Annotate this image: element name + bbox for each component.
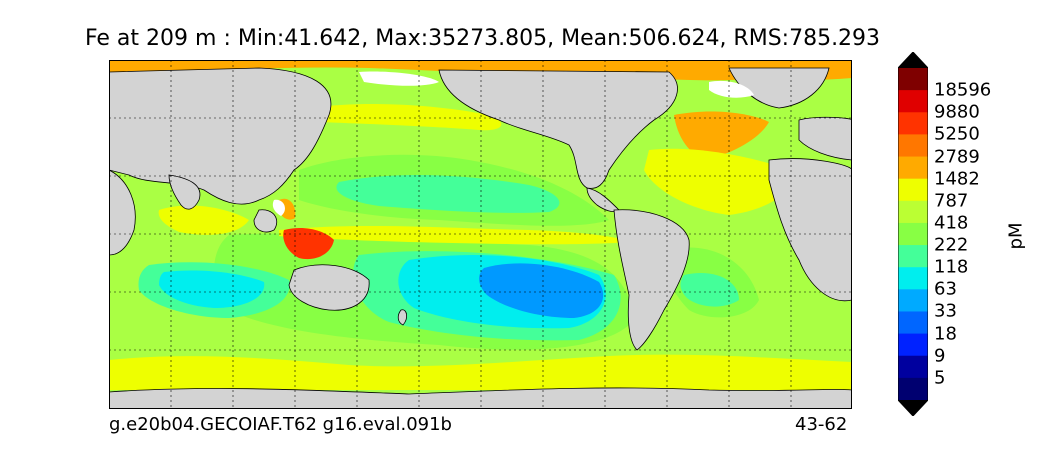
colorbar-segment bbox=[898, 200, 928, 224]
land-australia bbox=[288, 264, 370, 311]
colorbar-segment bbox=[898, 333, 928, 357]
land-maritime-continent bbox=[253, 209, 278, 233]
year-range-label: 43-62 bbox=[795, 414, 848, 435]
colorbar-segment bbox=[898, 90, 928, 113]
colorbar-tick-label: 118 bbox=[934, 256, 969, 278]
colorbar-segment bbox=[898, 68, 928, 91]
colorbar-segment bbox=[898, 134, 928, 158]
colorbar-segment bbox=[898, 222, 928, 246]
contour-band-787-arabian-sea bbox=[158, 205, 249, 235]
map-frame bbox=[109, 60, 852, 409]
colorbar-tick-label: 9 bbox=[934, 345, 946, 367]
colorbar-under-arrow bbox=[898, 400, 928, 416]
colorbar-over-arrow bbox=[898, 52, 928, 68]
land-central-america bbox=[586, 187, 620, 213]
colorbar-tick-label: 18596 bbox=[934, 79, 992, 101]
colorbar-tick-label: 5 bbox=[934, 367, 946, 389]
land-south-america bbox=[613, 209, 690, 351]
colorbar-tick-label: 418 bbox=[934, 212, 969, 234]
colorbar-segment bbox=[898, 377, 928, 401]
colorbar-tick-label: 33 bbox=[934, 300, 957, 322]
contour-band-5250-indonesia bbox=[283, 228, 334, 260]
colorbar-unit-label: pM bbox=[1005, 222, 1027, 250]
colorbar-tick-label: 787 bbox=[934, 190, 969, 212]
colorbar-tick-label: 18 bbox=[934, 323, 957, 345]
contour-band-118-south-atlantic bbox=[680, 272, 739, 307]
map-title: Fe at 209 m : Min:41.642, Max:35273.805,… bbox=[84, 26, 881, 51]
colorbar-segment bbox=[898, 267, 928, 290]
colorbar-segment bbox=[898, 311, 928, 335]
land-europe bbox=[798, 116, 852, 161]
contour-band-33-south-pacific-gyre bbox=[479, 263, 604, 318]
land-africa-east bbox=[768, 158, 852, 302]
contour-band-787-equatorial bbox=[279, 225, 629, 245]
colorbar-segment bbox=[898, 245, 928, 268]
colorbar-segment bbox=[898, 178, 928, 202]
land-antarctica bbox=[109, 387, 852, 409]
contour-band-118-north-pacific bbox=[336, 174, 560, 213]
contour-band-787-north-atlantic bbox=[644, 148, 791, 215]
colorbar-segment bbox=[898, 355, 928, 379]
map-gridlines bbox=[109, 60, 852, 409]
fe-concentration-map bbox=[109, 60, 852, 409]
contour-band-63-indian bbox=[159, 270, 265, 308]
land-masses bbox=[109, 67, 852, 409]
colorbar-tick-label: 2789 bbox=[934, 146, 980, 168]
colorbar-tick-label: 9880 bbox=[934, 101, 980, 123]
missing-data bbox=[272, 71, 754, 216]
colorbar-tick-label: 222 bbox=[934, 234, 969, 256]
colorbar-tick-label: 1482 bbox=[934, 168, 980, 190]
colorbar bbox=[897, 51, 929, 417]
run-id-label: g.e20b04.GECOIAF.T62 g16.eval.091b bbox=[109, 414, 452, 435]
colorbar-segment bbox=[898, 112, 928, 135]
colorbar-tick-label: 5250 bbox=[934, 123, 980, 145]
land-new-zealand bbox=[397, 309, 407, 326]
colorbar-segment bbox=[898, 289, 928, 312]
colorbar-graphic bbox=[897, 51, 929, 417]
colorbar-tick-label: 63 bbox=[934, 278, 957, 300]
colorbar-segment bbox=[898, 156, 928, 180]
map-panel bbox=[109, 60, 852, 409]
land-india bbox=[168, 174, 201, 210]
contour-band-1482-north-atlantic bbox=[674, 111, 769, 160]
